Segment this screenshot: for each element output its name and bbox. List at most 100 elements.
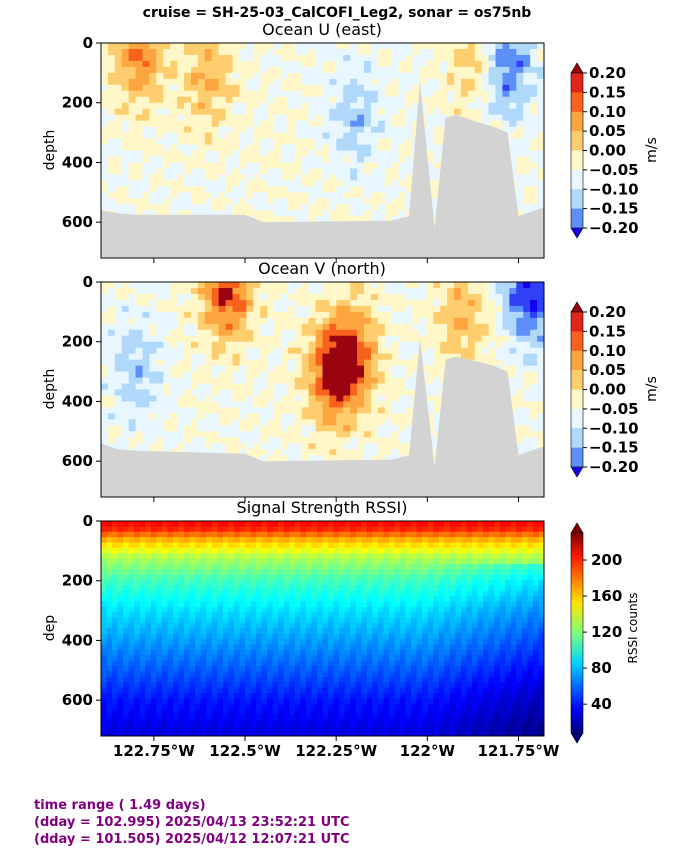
velocity-cell xyxy=(364,293,372,301)
velocity-cell xyxy=(495,96,504,104)
velocity-cell xyxy=(426,96,434,104)
velocity-cell xyxy=(523,335,531,343)
velocity-cell xyxy=(287,383,296,391)
velocity-cell xyxy=(274,186,282,193)
velocity-cell xyxy=(329,425,337,432)
rssi-cell xyxy=(101,585,108,592)
velocity-cell xyxy=(239,401,247,409)
velocity-cell xyxy=(454,282,462,289)
velocity-cell xyxy=(488,54,497,62)
velocity-cell xyxy=(211,43,220,50)
velocity-cell xyxy=(474,311,483,319)
velocity-cell xyxy=(537,162,544,170)
velocity-cell xyxy=(190,90,199,98)
velocity-cell xyxy=(481,335,490,343)
velocity-cell xyxy=(308,371,317,379)
velocity-cell xyxy=(260,431,268,438)
rssi-cell xyxy=(106,617,113,624)
velocity-cell xyxy=(384,66,393,74)
velocity-cell xyxy=(343,317,351,325)
velocity-cell xyxy=(523,72,531,80)
velocity-cell xyxy=(502,114,510,122)
velocity-cell xyxy=(225,60,234,68)
rssi-cell xyxy=(117,590,124,597)
velocity-cell xyxy=(350,341,358,349)
velocity-cell xyxy=(204,174,213,181)
velocity-cell xyxy=(156,335,164,343)
velocity-cell xyxy=(142,114,151,122)
velocity-cell xyxy=(267,102,275,110)
velocity-cell xyxy=(502,353,510,361)
velocity-cell xyxy=(294,425,303,432)
velocity-cell xyxy=(177,156,185,164)
velocity-cell xyxy=(398,287,407,295)
velocity-cell xyxy=(107,48,116,56)
velocity-cell xyxy=(523,132,531,140)
velocity-cell xyxy=(253,192,261,199)
velocity-cell xyxy=(128,43,137,50)
velocity-cell xyxy=(253,282,261,289)
velocity-cell xyxy=(225,186,234,193)
rssi-cell xyxy=(101,553,108,560)
velocity-cell xyxy=(170,210,178,217)
velocity-cell xyxy=(454,72,462,80)
velocity-cell xyxy=(488,84,497,92)
rssi-cell xyxy=(117,725,124,732)
velocity-cell xyxy=(329,323,337,331)
velocity-cell xyxy=(225,419,234,426)
velocity-cell xyxy=(280,353,289,361)
velocity-cell xyxy=(454,305,462,313)
velocity-cell xyxy=(142,299,151,307)
velocity-cell xyxy=(260,174,268,181)
velocity-cell xyxy=(239,138,247,146)
rssi-cell xyxy=(101,709,108,716)
velocity-cell xyxy=(481,323,490,331)
velocity-cell xyxy=(177,413,185,420)
velocity-cell xyxy=(419,48,427,56)
velocity-cell xyxy=(336,210,344,217)
velocity-cell xyxy=(204,371,213,379)
velocity-cell xyxy=(149,437,157,444)
velocity-cell xyxy=(190,48,199,56)
velocity-cell xyxy=(301,431,310,438)
colorbar-segment xyxy=(571,389,583,410)
velocity-cell xyxy=(184,413,192,420)
velocity-cell xyxy=(460,54,469,62)
velocity-cell xyxy=(121,365,130,373)
velocity-cell xyxy=(218,66,227,74)
velocity-cell xyxy=(412,347,420,355)
velocity-cell xyxy=(384,216,393,223)
velocity-cell xyxy=(267,425,275,432)
velocity-cell xyxy=(211,180,220,187)
velocity-cell xyxy=(267,186,275,193)
velocity-cell xyxy=(142,156,151,164)
colorbar-tick-label: −0.20 xyxy=(589,219,639,237)
velocity-cell xyxy=(343,78,351,86)
velocity-cell xyxy=(101,365,109,373)
velocity-cell xyxy=(101,347,109,355)
velocity-cell xyxy=(329,347,337,355)
velocity-cell xyxy=(163,287,171,295)
velocity-cell xyxy=(142,43,151,50)
rssi-cell xyxy=(123,553,130,560)
velocity-cell xyxy=(239,282,247,289)
velocity-cell xyxy=(350,186,358,193)
velocity-cell xyxy=(398,365,407,373)
velocity-cell xyxy=(225,150,234,158)
velocity-cell xyxy=(253,299,261,307)
velocity-cell xyxy=(322,43,331,50)
velocity-cell xyxy=(163,90,171,98)
velocity-cell xyxy=(460,305,469,313)
velocity-cell xyxy=(218,90,227,98)
velocity-cell xyxy=(190,419,199,426)
velocity-cell xyxy=(516,156,524,164)
velocity-cell xyxy=(121,138,130,146)
velocity-cell xyxy=(509,389,517,397)
velocity-cell xyxy=(516,407,524,414)
velocity-cell xyxy=(329,287,337,295)
velocity-cell xyxy=(537,204,544,211)
velocity-cell xyxy=(197,156,206,164)
velocity-cell xyxy=(301,401,310,409)
velocity-cell xyxy=(343,359,351,367)
velocity-cell xyxy=(280,371,289,379)
